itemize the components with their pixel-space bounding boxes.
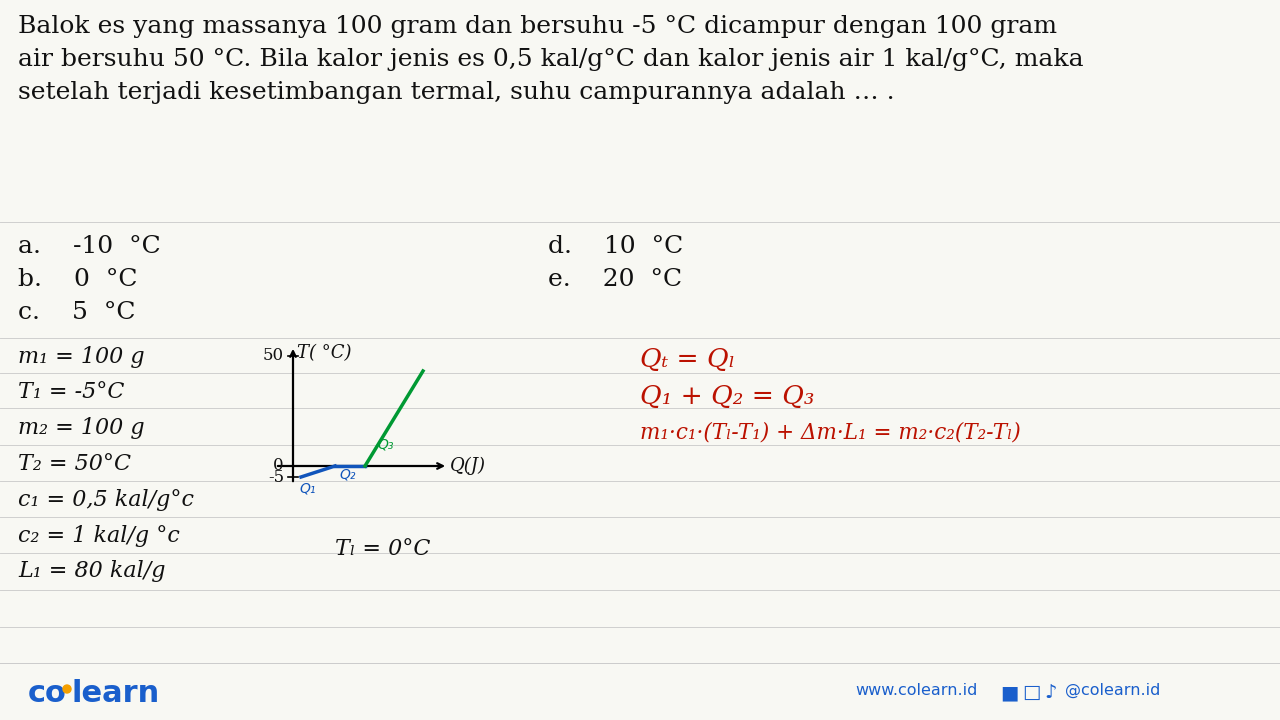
Text: Q₂: Q₂ [339, 468, 356, 482]
Text: ♪: ♪ [1044, 683, 1056, 702]
Text: c.    5  °C: c. 5 °C [18, 301, 136, 324]
Text: L₁ = 80 kal/g: L₁ = 80 kal/g [18, 560, 165, 582]
Text: Tₗ = 0°C: Tₗ = 0°C [335, 538, 430, 560]
Text: c₁ = 0,5 kal/g°c: c₁ = 0,5 kal/g°c [18, 489, 195, 511]
Text: e.    20  °C: e. 20 °C [548, 268, 682, 291]
Text: m₁·c₁·(Tₗ-T₁) + Δm·L₁ = m₂·c₂(T₂-Tₗ): m₁·c₁·(Tₗ-T₁) + Δm·L₁ = m₂·c₂(T₂-Tₗ) [640, 421, 1020, 443]
Text: T₁ = -5°C: T₁ = -5°C [18, 381, 124, 403]
Text: b.    0  °C: b. 0 °C [18, 268, 137, 291]
Text: 50: 50 [262, 348, 284, 364]
Text: ■: ■ [1000, 683, 1019, 702]
Text: Q(J): Q(J) [451, 457, 486, 475]
Text: -5: -5 [268, 469, 284, 485]
Text: □: □ [1021, 683, 1041, 702]
Text: co: co [28, 679, 67, 708]
Text: learn: learn [72, 679, 160, 708]
Text: d.    10  °C: d. 10 °C [548, 235, 684, 258]
Text: Balok es yang massanya 100 gram dan bersuhu -5 °C dicampur dengan 100 gram
air b: Balok es yang massanya 100 gram dan bers… [18, 15, 1084, 104]
Text: m₂ = 100 g: m₂ = 100 g [18, 417, 145, 439]
Text: T₂ = 50°C: T₂ = 50°C [18, 453, 131, 475]
Text: @colearn.id: @colearn.id [1065, 683, 1161, 698]
Text: m₁ = 100 g: m₁ = 100 g [18, 346, 145, 368]
Text: c₂ = 1 kal/g °c: c₂ = 1 kal/g °c [18, 525, 180, 547]
Circle shape [63, 685, 70, 693]
Text: Qₜ = Qₗ: Qₜ = Qₗ [640, 347, 735, 372]
Text: a.    -10  °C: a. -10 °C [18, 235, 161, 258]
Text: 0: 0 [274, 457, 284, 474]
Text: Q₃: Q₃ [378, 438, 393, 452]
Text: Q₁: Q₁ [300, 481, 315, 495]
Text: www.colearn.id: www.colearn.id [855, 683, 978, 698]
Text: Q₁ + Q₂ = Q₃: Q₁ + Q₂ = Q₃ [640, 384, 814, 409]
Text: T( °C): T( °C) [297, 344, 352, 362]
